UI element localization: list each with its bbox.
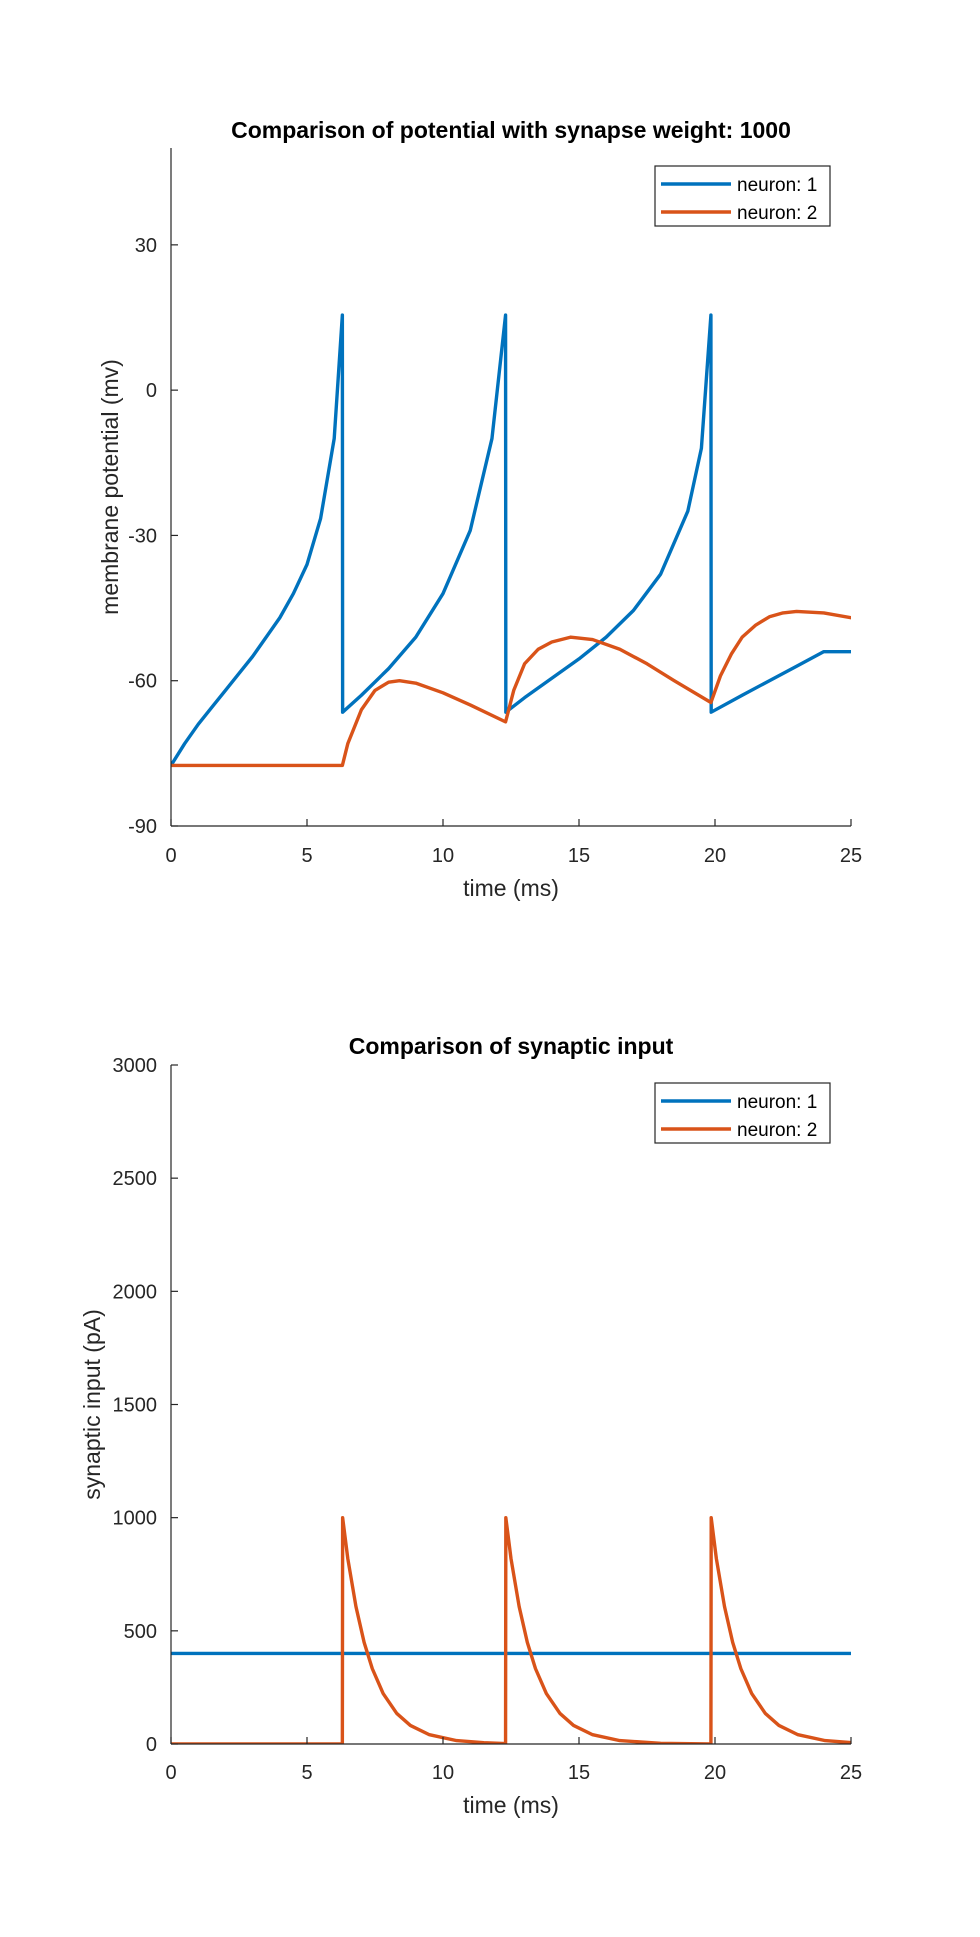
membrane-potential-plot: 0 5 10 15 20 25 -90 -60 -30 0 30 time (ms) membrane … bbox=[97, 117, 862, 901]
x-tick-label: 0 bbox=[165, 845, 176, 867]
legend-label-2: neuron: 2 bbox=[737, 203, 817, 224]
legend-box bbox=[654, 1082, 831, 1144]
series-line-2 bbox=[171, 609, 851, 768]
y-tick-label: 500 bbox=[124, 1621, 157, 1643]
synaptic-input-plot: 0 5 10 15 20 25 0 500 1000 1500 2000 2500 3000 time (… bbox=[79, 1033, 862, 1818]
x-tick-label: 10 bbox=[432, 845, 454, 867]
series-group bbox=[171, 313, 851, 768]
legend-box bbox=[654, 165, 831, 227]
x-tick-label: 25 bbox=[840, 845, 862, 867]
y-tick-label: 2500 bbox=[113, 1168, 158, 1190]
y-tick-label: 1500 bbox=[113, 1395, 158, 1417]
x-tick-label: 25 bbox=[840, 1762, 862, 1784]
legend-label-1: neuron: 1 bbox=[737, 175, 817, 196]
x-tick-label: 20 bbox=[704, 845, 726, 867]
x-axis-label: time (ms) bbox=[463, 1792, 559, 1818]
x-tick-label: 10 bbox=[432, 1762, 454, 1784]
x-tick-label: 5 bbox=[301, 1762, 312, 1784]
x-axis-label: time (ms) bbox=[463, 875, 559, 901]
y-tick-label: -60 bbox=[128, 671, 157, 693]
x-tick-label: 0 bbox=[165, 1762, 176, 1784]
chart-title: Comparison of potential with synapse wei… bbox=[231, 117, 791, 143]
y-tick-label: 30 bbox=[135, 235, 157, 257]
x-tick-label: 5 bbox=[301, 845, 312, 867]
legend: neuron: 1 neuron: 2 bbox=[654, 1082, 831, 1144]
legend-label-2: neuron: 2 bbox=[737, 1120, 817, 1141]
series-line-1 bbox=[171, 313, 851, 768]
x-tick-label: 15 bbox=[568, 1762, 590, 1784]
y-tick-label: -30 bbox=[128, 525, 157, 547]
y-tick-label: 0 bbox=[146, 1734, 157, 1756]
x-tick-label: 20 bbox=[704, 1762, 726, 1784]
y-tick-label: -90 bbox=[128, 816, 157, 838]
y-tick-label: 0 bbox=[146, 380, 157, 402]
y-tick-label: 1000 bbox=[113, 1508, 158, 1530]
y-tick-label: 2000 bbox=[113, 1281, 158, 1303]
y-axis-label: membrane potential (mv) bbox=[97, 359, 123, 615]
chart-title: Comparison of synaptic input bbox=[349, 1033, 674, 1059]
y-tick-label: 3000 bbox=[113, 1055, 158, 1077]
y-axis-label: synaptic input (pA) bbox=[79, 1309, 105, 1499]
legend: neuron: 1 neuron: 2 bbox=[654, 165, 831, 227]
series-line-2 bbox=[171, 1515, 851, 1744]
x-tick-label: 15 bbox=[568, 845, 590, 867]
series-group bbox=[171, 1515, 851, 1744]
legend-label-1: neuron: 1 bbox=[737, 1092, 817, 1113]
